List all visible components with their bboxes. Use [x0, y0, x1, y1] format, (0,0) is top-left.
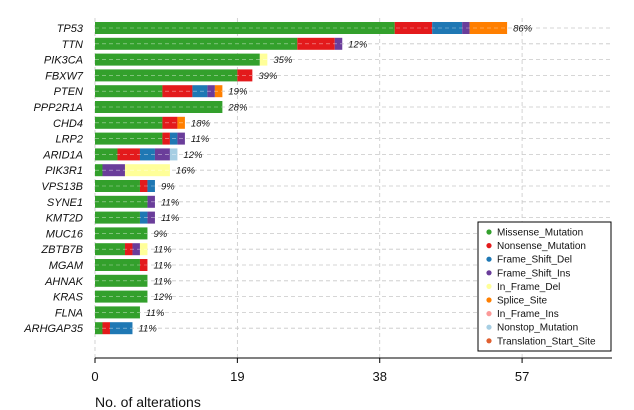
gene-label: PIK3R1 [45, 165, 83, 177]
x-axis-title: No. of alterations [95, 394, 201, 410]
percent-label: 12% [183, 150, 203, 161]
legend-label: Splice_Site [497, 296, 547, 307]
percent-label: 11% [153, 245, 172, 256]
gene-labels: TP53 TTN PIK3CA FBXW7 PTEN PPP2R1A CHD4 LRP2 ARI… [23, 23, 84, 335]
bar-segment-splice-site [214, 85, 223, 98]
bar-segment-nonsense-mutation [162, 85, 193, 98]
bar-segment-nonsense-mutation [102, 322, 110, 335]
gene-label: PIK3CA [44, 55, 83, 67]
percent-label: 11% [191, 134, 210, 145]
percent-label: 86% [513, 24, 533, 35]
percent-label: 9% [153, 229, 167, 240]
bar-segment-missense-mutation [95, 116, 163, 129]
bar-segment-frame-shift-del [192, 85, 208, 98]
x-axis: 0 19 38 57 [91, 357, 612, 384]
gene-label: FBXW7 [45, 70, 84, 82]
bar-segment-frame-shift-ins [102, 164, 125, 177]
bar-segment-nonsense-mutation [124, 243, 133, 256]
x-tick-label: 38 [372, 369, 386, 384]
gene-label: LRP2 [55, 134, 83, 146]
legend-swatch [486, 270, 492, 276]
bar-segment-missense-mutation [95, 132, 163, 145]
legend-label: In_Frame_Del [497, 282, 560, 293]
gene-label: PPP2R1A [33, 102, 83, 114]
gene-label: FLNA [55, 307, 83, 319]
legend-label: Frame_Shift_Del [497, 255, 572, 266]
gene-label: MGAM [49, 260, 84, 272]
gene-label: ZBTB7B [40, 244, 83, 256]
percent-label: 18% [191, 118, 211, 129]
percent-label: 11% [138, 324, 157, 335]
percent-label: 11% [153, 261, 172, 272]
bar-segment-missense-mutation [95, 274, 148, 287]
percent-label: 35% [273, 55, 293, 66]
gene-label: TP53 [57, 23, 84, 35]
percent-label: 16% [176, 166, 196, 177]
bar-segment-in-frame-del [139, 243, 148, 256]
percent-label: 39% [258, 71, 278, 82]
gene-label: VPS13B [41, 181, 83, 193]
gene-label: SYNE1 [47, 197, 83, 209]
gene-label: PTEN [54, 86, 83, 98]
percent-label: 11% [153, 276, 172, 287]
bar-segment-nonsense-mutation [117, 148, 140, 161]
gene-label: ARHGAP35 [23, 323, 84, 335]
bar-segment-missense-mutation [95, 290, 148, 303]
legend-label: Frame_Shift_Ins [497, 268, 570, 279]
legend-swatch [486, 297, 492, 303]
legend-swatch [486, 243, 492, 249]
legend-box [477, 221, 612, 352]
x-tick-label: 0 [91, 369, 98, 384]
bar-segment-missense-mutation [95, 195, 148, 208]
bar-segment-missense-mutation [95, 227, 148, 240]
legend-label: Translation_Start_Site [497, 336, 596, 347]
legend-swatch [486, 283, 492, 289]
bar-segment-frame-shift-del [109, 322, 133, 335]
bar-segment-frame-shift-ins [154, 148, 170, 161]
bar-segment-nonsense-mutation [297, 37, 335, 50]
gene-label: MUC16 [46, 228, 84, 240]
legend-label: Nonsense_Mutation [497, 241, 586, 252]
percent-label: 11% [146, 308, 165, 319]
bar-segment-nonsense-mutation [139, 259, 148, 271]
bar-segment-frame-shift-del [139, 211, 148, 224]
gene-label: CHD4 [53, 118, 83, 130]
legend-swatch [486, 338, 492, 344]
legend-swatch [486, 256, 492, 262]
gene-label: AHNAK [44, 276, 84, 288]
legend: Missense_Mutation Nonsense_Mutation Frame_… [477, 221, 612, 352]
legend-label: Missense_Mutation [497, 228, 583, 239]
percent-label: 12% [348, 39, 368, 50]
bar-segment-nonsense-mutation [162, 116, 178, 129]
gene-label: TTN [62, 39, 83, 51]
percent-labels: 86%12%35%39%19%28%18%11%12%16%9%11%11%9%… [138, 24, 532, 335]
bar-segment-missense-mutation [95, 53, 260, 66]
legend-label: In_Frame_Ins [497, 309, 559, 320]
legend-swatch [486, 324, 492, 330]
percent-label: 28% [227, 103, 248, 114]
bar-segment-frame-shift-ins [334, 37, 343, 50]
bar-segment-missense-mutation [95, 148, 118, 161]
gene-label: KRAS [53, 292, 84, 304]
bar-segment-nonsense-mutation [139, 180, 148, 192]
x-tick-label: 57 [515, 369, 529, 384]
percent-label: 12% [153, 292, 173, 303]
bar-segment-frame-shift-ins [462, 22, 470, 34]
bars [95, 22, 508, 335]
legend-label: Nonstop_Mutation [497, 323, 578, 334]
legend-swatch [486, 311, 492, 317]
legend-swatch [486, 229, 492, 235]
percent-label: 11% [161, 197, 180, 208]
bar-segment-frame-shift-ins [132, 243, 140, 256]
gene-label: KMT2D [46, 213, 83, 225]
percent-label: 9% [161, 182, 175, 193]
bar-segment-missense-mutation [95, 85, 163, 98]
percent-label: 11% [161, 213, 180, 224]
gene-label: ARID1A [42, 149, 83, 161]
x-tick-label: 19 [230, 369, 244, 384]
percent-label: 19% [228, 87, 248, 98]
bar-segment-frame-shift-ins [207, 85, 215, 98]
